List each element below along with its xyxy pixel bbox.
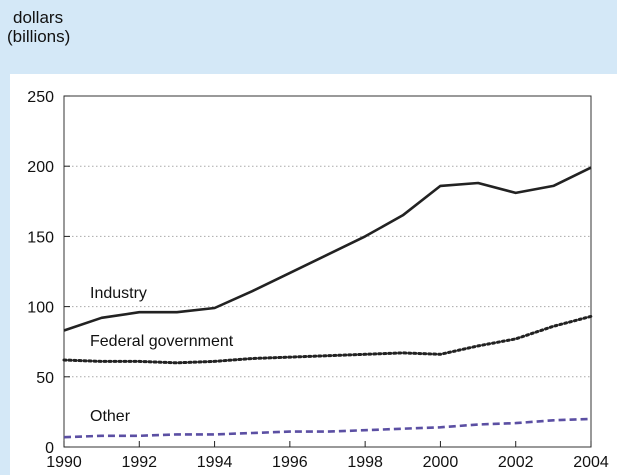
y-axis-label-line-1: dollars (13, 8, 64, 27)
plot-area-background (10, 74, 617, 475)
x-tick-label-2000: 2000 (423, 454, 459, 471)
series-line-industry (63, 166, 592, 332)
y-tick-label-200: 200 (27, 159, 54, 176)
y-tick-label-150: 150 (27, 229, 54, 246)
series-group (62, 166, 593, 439)
y-axis-label-line-2: (billions) (7, 27, 71, 46)
x-axis-ticks: 1990 1992 1994 1996 1998 2000 2002 2004 (46, 441, 609, 471)
y-axis-ticks: 0 50 100 150 200 250 (27, 89, 70, 457)
x-tick-label-1992: 1992 (121, 454, 157, 471)
x-tick-label-1990: 1990 (46, 454, 82, 471)
series-labels: Industry Federal government Other (90, 285, 234, 425)
axes (63, 95, 592, 448)
series-line-federal-government (62, 314, 593, 365)
series-label-other: Other (90, 408, 131, 425)
series-label-industry: Industry (90, 285, 147, 302)
y-tick-label-0: 0 (45, 440, 54, 457)
y-axis-label: dollars (billions) (7, 8, 70, 46)
plot-frame (63, 95, 592, 448)
y-tick-label-50: 50 (36, 370, 54, 387)
x-tick-label-1996: 1996 (272, 454, 308, 471)
y-tick-label-250: 250 (27, 89, 54, 106)
y-tick-label-100: 100 (27, 300, 54, 317)
x-tick-label-2002: 2002 (498, 454, 534, 471)
x-tick-label-1994: 1994 (197, 454, 233, 471)
series-label-federal-government: Federal government (90, 333, 234, 350)
x-tick-label-1998: 1998 (347, 454, 383, 471)
x-tick-label-2004: 2004 (573, 454, 609, 471)
